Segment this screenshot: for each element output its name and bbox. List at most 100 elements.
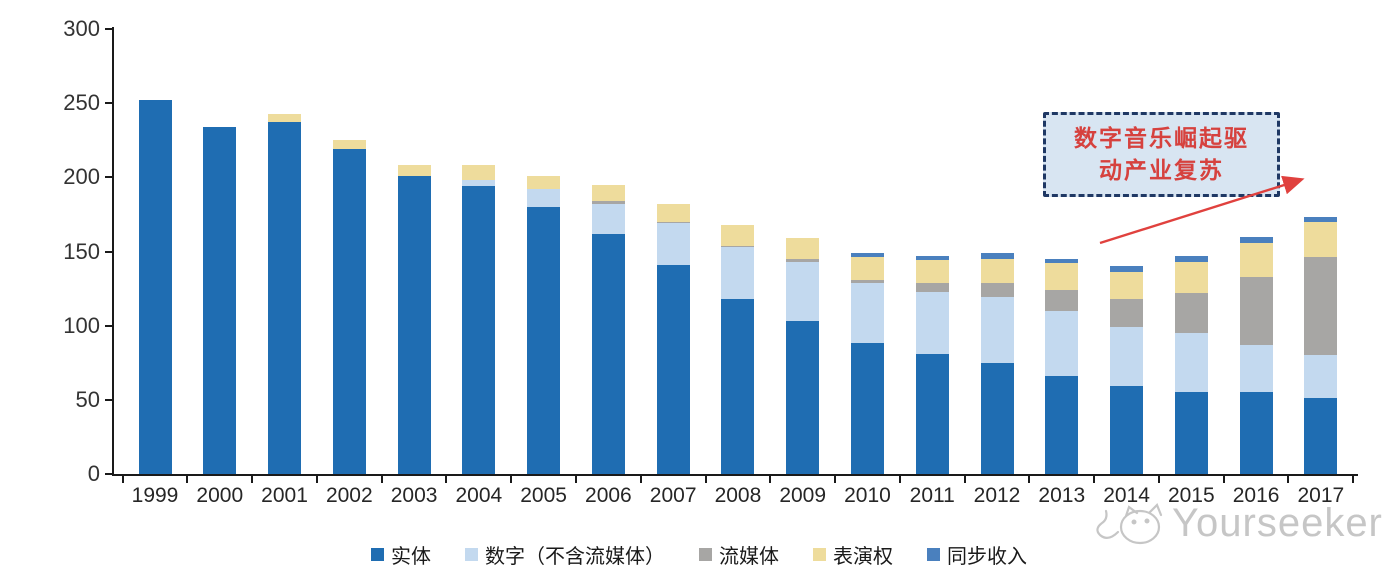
bar-segment-2009: [786, 238, 820, 259]
bar-segment-2010: [850, 252, 884, 258]
y-axis-label: 50: [75, 386, 100, 412]
x-axis-label-2009: 2009: [779, 484, 827, 507]
bar-segment-2012: [980, 282, 1014, 298]
bar-segment-2009: [786, 258, 820, 262]
bar-segment-2002: [332, 149, 366, 474]
bar-segment-2009: [786, 261, 820, 322]
bar-segment-2010: [850, 279, 884, 283]
bar-segment-2014: [1110, 298, 1144, 328]
bar-segment-2017: [1304, 355, 1338, 399]
x-axis-label-2015: 2015: [1167, 484, 1215, 507]
x-axis-label-2000: 2000: [196, 484, 244, 507]
x-axis-tick: [445, 476, 448, 483]
y-axis-tick: [105, 176, 112, 179]
bar-segment-2015: [1174, 255, 1208, 262]
annotation-text-line1: 数字音乐崛起驱: [1074, 125, 1249, 151]
y-axis-tick: [105, 398, 112, 401]
bar-segment-2015: [1174, 333, 1208, 393]
annotation-text-line2: 动产业复苏: [1099, 157, 1224, 183]
x-axis-label-2017: 2017: [1297, 484, 1345, 507]
bar-segment-2010: [850, 257, 884, 280]
x-axis-tick: [639, 476, 642, 483]
x-axis-label-2012: 2012: [973, 484, 1021, 507]
bar-segment-2014: [1110, 327, 1144, 387]
bar-segment-2006: [591, 204, 625, 234]
bar-segment-2017: [1304, 217, 1338, 222]
x-axis-tick: [575, 476, 577, 483]
x-axis-label-2011: 2011: [909, 484, 955, 507]
y-axis-label: 300: [63, 16, 100, 41]
bar-segment-2017: [1304, 398, 1338, 474]
bar-segment-2007: [656, 204, 690, 222]
bar-segment-2013: [1045, 310, 1079, 377]
y-axis-label: 100: [63, 312, 100, 338]
x-axis-tick: [510, 476, 513, 483]
bar-segment-2007: [656, 223, 690, 265]
x-axis-tick: [898, 476, 901, 483]
bar-segment-2013: [1045, 258, 1079, 264]
x-axis-label-2016: 2016: [1232, 484, 1280, 507]
legend-item-1: 数字（不含流媒体）: [465, 540, 665, 569]
bar-segment-2016: [1239, 236, 1273, 243]
bar-segment-2005: [527, 207, 561, 474]
bar-segment-2016: [1239, 276, 1273, 345]
bar-segment-2015: [1174, 293, 1208, 334]
y-axis-label: 150: [63, 238, 100, 264]
bar-segment-2009: [786, 321, 820, 474]
legend-label: 同步收入: [947, 546, 1027, 568]
bar-segment-2011: [915, 255, 949, 261]
x-axis-tick: [963, 476, 966, 483]
bar-segment-2012: [980, 362, 1014, 474]
bar-segment-2004: [462, 186, 496, 474]
legend-label: 流媒体: [719, 546, 779, 568]
x-axis-label-2010: 2010: [844, 484, 891, 507]
x-axis-tick: [1222, 476, 1225, 483]
y-axis-tick: [105, 473, 112, 475]
bar-segment-2015: [1174, 261, 1208, 294]
x-axis-label-2006: 2006: [585, 484, 632, 507]
x-axis-label-2001: 2001: [261, 484, 308, 507]
bar-segment-2011: [915, 291, 949, 354]
bar-segment-2010: [850, 282, 884, 344]
x-axis-tick: [1352, 476, 1355, 483]
bar-segment-2014: [1110, 386, 1144, 474]
bar-segment-2017: [1304, 221, 1338, 258]
x-axis-label-2007: 2007: [649, 484, 697, 507]
x-axis-line: [112, 474, 1358, 476]
x-axis-label-2004: 2004: [455, 484, 503, 507]
x-axis-label-2002: 2002: [325, 484, 373, 507]
bar-segment-2003: [397, 165, 431, 176]
legend-label: 表演权: [833, 546, 893, 568]
bar-segment-2016: [1239, 392, 1273, 474]
x-axis-tick: [380, 476, 383, 483]
x-axis-tick: [704, 476, 707, 483]
bar-segment-2006: [591, 233, 625, 474]
x-axis-tick: [251, 476, 254, 483]
bar-segment-1999: [138, 100, 172, 474]
x-axis-tick: [1157, 476, 1160, 483]
bar-segment-2006: [591, 201, 625, 205]
x-axis-label-2003: 2003: [390, 484, 438, 507]
bar-segment-2002: [332, 140, 366, 150]
bar-segment-2001: [268, 122, 302, 474]
bar-segment-2013: [1045, 263, 1079, 291]
bar-segment-2017: [1304, 257, 1338, 356]
bar-segment-2010: [850, 343, 884, 474]
legend-label: 实体: [391, 546, 431, 568]
legend-marker-icon: [813, 548, 826, 561]
bar-segment-2005: [527, 189, 561, 207]
legend-item-2: 流媒体: [699, 540, 779, 569]
legend-item-0: 实体: [371, 540, 431, 569]
x-axis-tick: [1287, 476, 1290, 483]
y-axis-tick: [105, 28, 112, 30]
y-axis-tick: [105, 102, 112, 105]
x-axis-tick: [834, 476, 837, 483]
bar-segment-2012: [980, 297, 1014, 363]
legend-marker-icon: [699, 548, 712, 561]
x-axis-label-2014: 2014: [1103, 484, 1150, 507]
x-axis-label-1999: 1999: [131, 484, 179, 507]
legend-marker-icon: [465, 548, 478, 561]
bar-segment-2000: [203, 126, 237, 474]
x-axis-tick: [1093, 476, 1096, 483]
bar-segment-2004: [462, 165, 496, 181]
